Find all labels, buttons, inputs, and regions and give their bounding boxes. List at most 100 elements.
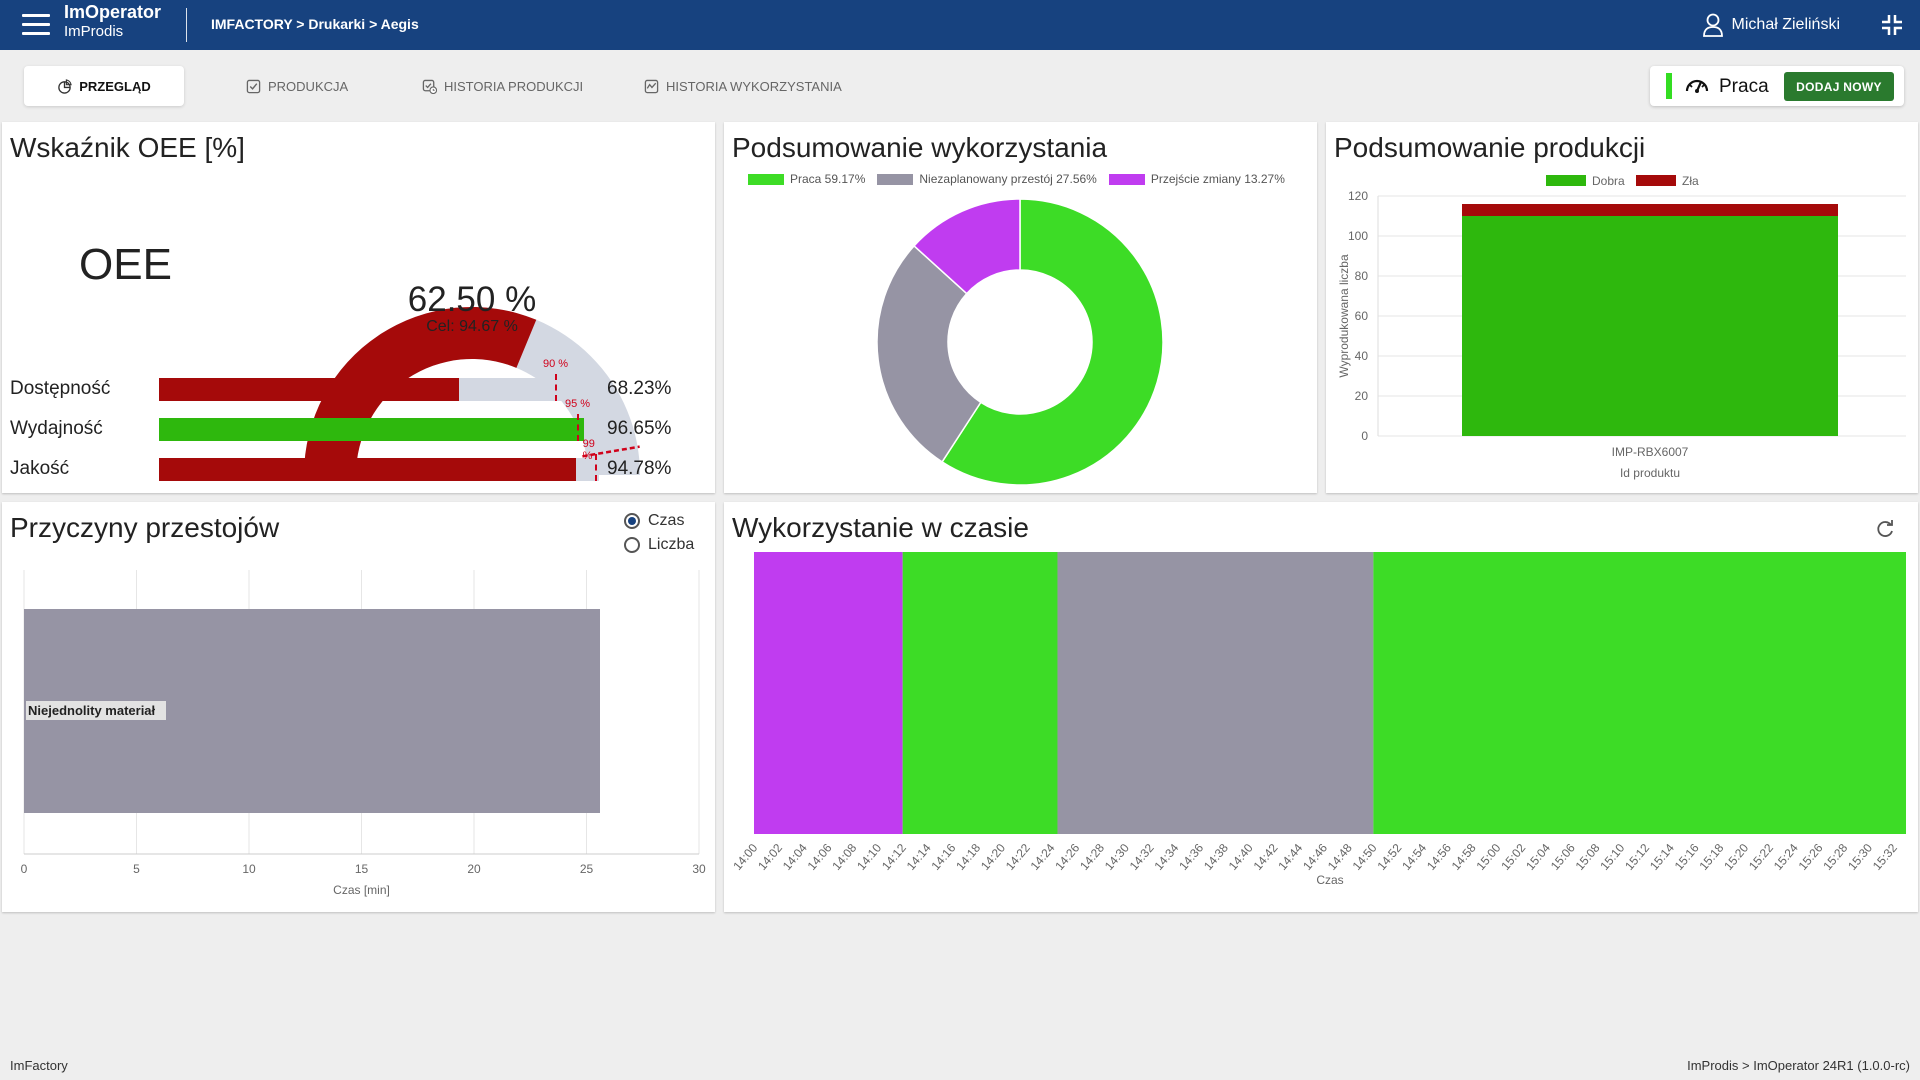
add-new-button[interactable]: DODAJ NOWY: [1784, 72, 1894, 101]
speedometer-icon: [1685, 79, 1709, 93]
x-tick-label: 15:04: [1523, 841, 1553, 873]
metric-target-marker: [594, 454, 597, 481]
x-tick-label: 14:52: [1374, 841, 1404, 873]
metric-availability-value: 68.23%: [607, 378, 672, 399]
x-tick-label: IMP-RBX6007: [1612, 445, 1689, 459]
y-axis-title: Wyprodukowana liczba: [1337, 254, 1351, 378]
breadcrumb[interactable]: IMFACTORY > Drukarki > Aegis: [211, 16, 419, 32]
oee-title: Wskaźnik OEE [%]: [10, 132, 245, 163]
x-tick-label: 14:44: [1275, 841, 1305, 873]
metric-quality-value: 94.78%: [607, 458, 672, 479]
radio-count[interactable]: Liczba: [624, 536, 694, 554]
metric-quality-label: Jakość: [10, 458, 70, 479]
legend-item[interactable]: Praca 59.17%: [748, 172, 865, 186]
utilization-legend: Praca 59.17% Niezaplanowany przestój 27.…: [748, 172, 1287, 186]
exit-fullscreen-icon[interactable]: [1880, 13, 1904, 37]
x-tick-label: 15:14: [1647, 841, 1677, 873]
x-tick-label: 15:06: [1548, 841, 1578, 873]
x-tick-label: 14:24: [1028, 841, 1058, 873]
production-bar: [1462, 216, 1838, 436]
activity-chart-icon: [644, 79, 659, 93]
user-menu[interactable]: Michał Zieliński: [1702, 13, 1840, 37]
utilization-timeline-chart: 14:0014:0214:0414:0614:0814:1014:1214:14…: [730, 552, 1906, 887]
radio-time[interactable]: Czas: [624, 512, 684, 530]
metric-target-marker: [555, 374, 557, 401]
x-tick-label: 15:08: [1573, 841, 1603, 873]
x-tick-label: 14:38: [1201, 841, 1231, 873]
menu-icon[interactable]: [22, 14, 50, 36]
x-tick-label: 14:54: [1399, 841, 1429, 873]
y-tick-label: 60: [1355, 309, 1369, 323]
radio-button[interactable]: [624, 513, 640, 529]
metric-target-label: 90 %: [543, 358, 569, 370]
header-divider: [186, 8, 187, 42]
refresh-icon[interactable]: [1874, 518, 1896, 540]
legend-item[interactable]: Niezaplanowany przestój 27.56%: [877, 172, 1097, 186]
tab-production[interactable]: PRODUKCJA: [246, 66, 348, 106]
timeline-segment: [902, 552, 1058, 834]
x-tick-label: 15:10: [1597, 841, 1627, 873]
y-tick-label: 120: [1348, 189, 1368, 203]
donut-slice: [913, 198, 1021, 295]
tab-production-history[interactable]: HISTORIA PRODUKCJI: [422, 66, 583, 106]
history-check-icon: [422, 79, 437, 94]
legend-label: Przejście zmiany 13.27%: [1150, 172, 1285, 186]
production-title: Podsumowanie produkcji: [1334, 132, 1646, 163]
x-tick-label: 14:40: [1226, 841, 1256, 873]
x-tick-label: 14:34: [1151, 841, 1181, 873]
x-tick-label: 14:08: [829, 841, 859, 873]
x-tick-label: 15:18: [1696, 841, 1726, 873]
x-tick-label: 14:50: [1350, 841, 1380, 873]
user-name: Michał Zieliński: [1731, 16, 1840, 33]
metric-target-label: 99 %: [582, 438, 595, 462]
x-tick-label: 14:22: [1003, 841, 1033, 873]
oee-value: 62.50 %: [407, 280, 537, 319]
x-tick-label: 14:58: [1449, 841, 1479, 873]
metric-target-label: 95 %: [565, 398, 591, 410]
x-tick-label: 30: [692, 862, 706, 876]
top-bar: ImOperator ImProdis IMFACTORY > Drukarki…: [0, 0, 1920, 50]
machine-state-label: Praca: [1719, 76, 1769, 97]
metric-fill: [159, 418, 585, 441]
user-icon: [1702, 13, 1723, 37]
x-tick-label: 14:46: [1300, 841, 1330, 873]
tab-utilization-history[interactable]: HISTORIA WYKORZYSTANIA: [644, 66, 842, 106]
x-tick-label: 14:16: [928, 841, 958, 873]
downtime-title: Przyczyny przestojów: [10, 512, 280, 543]
x-tick-label: 14:04: [780, 841, 810, 873]
donut-slice: [941, 198, 1164, 486]
tab-label: HISTORIA PRODUKCJI: [444, 78, 584, 94]
timeline-segment: [754, 552, 903, 834]
radio-label: Czas: [648, 512, 685, 529]
x-tick-label: 14:02: [755, 841, 785, 873]
x-tick-label: 15:26: [1796, 841, 1826, 873]
metric-fill: [159, 458, 577, 481]
tab-label: HISTORIA WYKORZYSTANIA: [666, 78, 842, 94]
legend-item[interactable]: Przejście zmiany 13.27%: [1108, 172, 1285, 186]
metric-fill: [159, 378, 460, 401]
x-tick-label: 20: [467, 862, 481, 876]
x-axis-title: Czas: [1316, 873, 1343, 887]
radio-button[interactable]: [624, 537, 640, 553]
x-tick-label: 14:20: [978, 841, 1008, 873]
donut-slice: [876, 244, 982, 463]
app-title: ImOperator: [64, 2, 162, 22]
x-tick-label: 10: [242, 862, 256, 876]
x-tick-label: 14:18: [953, 841, 983, 873]
bar-category-label: Niejednolity materiał: [28, 703, 156, 718]
x-tick-label: 14:00: [730, 841, 760, 873]
metric-target-marker: [577, 414, 579, 441]
app-subtitle: ImProdis: [64, 23, 124, 40]
tab-overview[interactable]: PRZEGLĄD: [24, 66, 184, 106]
x-tick-label: 14:32: [1127, 841, 1157, 873]
x-tick-label: 25: [580, 862, 594, 876]
x-tick-label: 14:56: [1424, 841, 1454, 873]
legend-swatch: [1546, 175, 1586, 186]
timeline-segment: [1057, 552, 1374, 834]
x-tick-label: 15:28: [1820, 841, 1850, 873]
legend-swatch: [1636, 175, 1676, 186]
metric-availability-label: Dostępność: [10, 378, 111, 399]
x-tick-label: 14:30: [1102, 841, 1132, 873]
production-summary-card: Podsumowanie produkcji Dobra Zła 0 20 40 60 80…: [1326, 122, 1918, 493]
x-tick-label: 0: [21, 862, 28, 876]
